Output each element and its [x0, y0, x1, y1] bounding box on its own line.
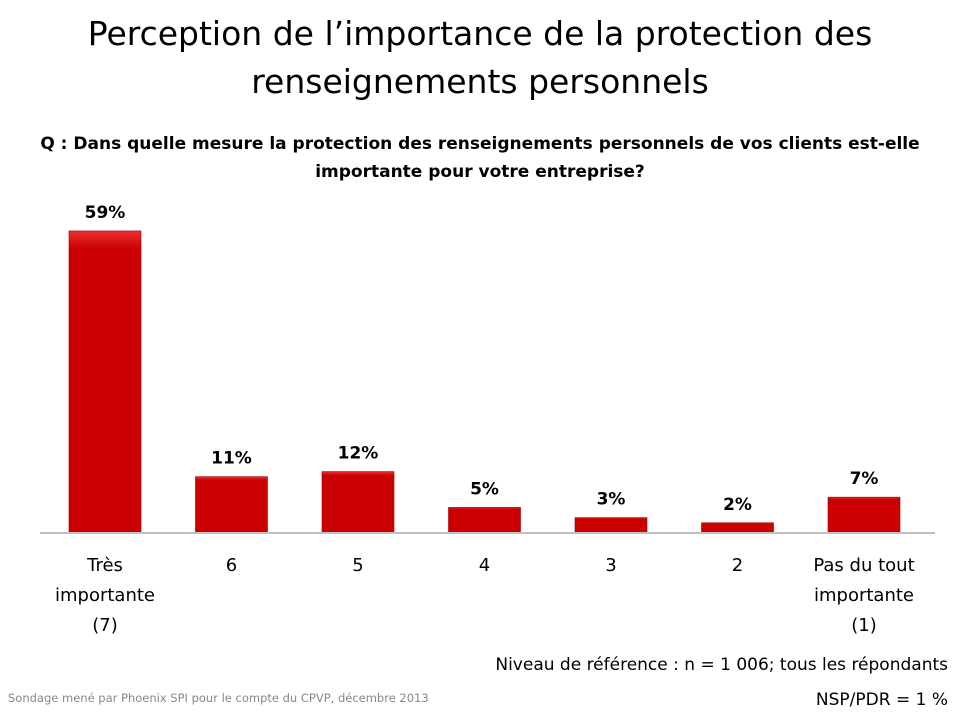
base-note: Niveau de référence : n = 1 006; tous le… [495, 655, 948, 675]
survey-question: Q : Dans quelle mesure la protection des… [40, 134, 920, 182]
source-note: Sondage mené par Phoenix SPI pour le com… [8, 691, 429, 705]
category-label: 3 [605, 555, 616, 576]
data-label: 11% [211, 449, 252, 469]
category-label: importante [814, 585, 914, 606]
nsp-note: NSP/PDR = 1 % [815, 690, 948, 710]
data-label: 7% [850, 469, 879, 489]
bar [321, 471, 395, 534]
category-label: 5 [352, 555, 363, 576]
category-label: 2 [732, 555, 743, 576]
category-label: Pas du tout [813, 555, 914, 576]
data-label: 12% [338, 444, 379, 464]
category-label: (7) [92, 615, 118, 636]
bar [68, 230, 142, 534]
bar [701, 522, 774, 534]
category-label: (1) [851, 615, 877, 636]
category-label: importante [55, 585, 155, 606]
chart-title: Perception de l’importance de la protect… [87, 14, 873, 101]
bar [827, 496, 901, 534]
data-label: 59% [85, 203, 126, 223]
bar [195, 476, 268, 534]
data-label: 2% [723, 495, 752, 515]
data-label: 3% [597, 490, 626, 510]
category-label: 4 [479, 555, 490, 576]
category-label: 6 [226, 555, 237, 576]
data-label: 5% [470, 479, 499, 499]
category-label: Très [86, 555, 123, 576]
bar [448, 507, 521, 534]
bar [574, 517, 648, 534]
